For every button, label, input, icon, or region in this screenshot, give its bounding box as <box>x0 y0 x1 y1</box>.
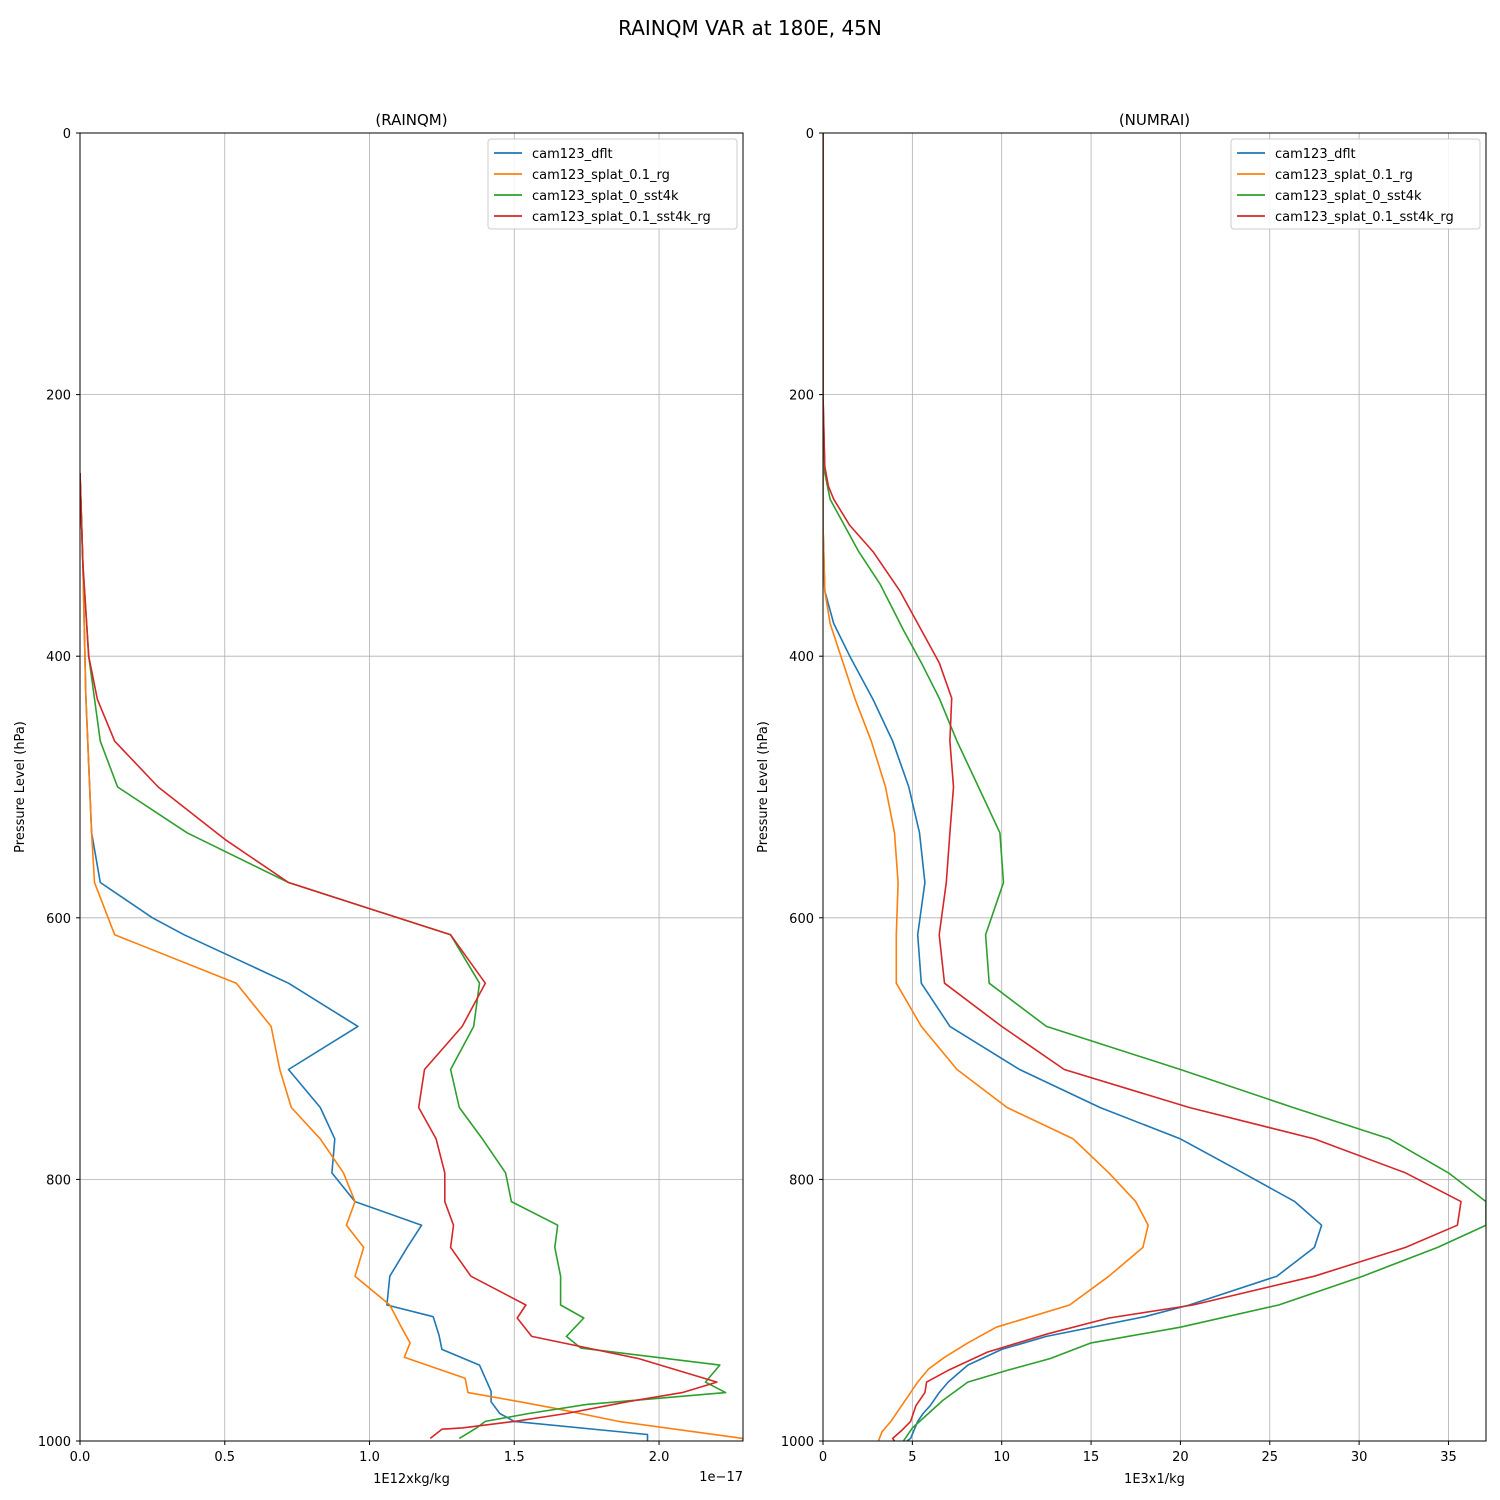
series-line-cam123_splat_0.1_rg <box>823 133 1149 1441</box>
y-tick-label: 1000 <box>781 1435 814 1450</box>
series-line-cam123_splat_0_sst4k <box>80 473 727 1440</box>
legend-label: cam123_splat_0.1_rg <box>532 168 670 183</box>
axes-frame <box>822 132 1487 1442</box>
legend-label: cam123_splat_0.1_sst4k_rg <box>1275 210 1454 225</box>
y-tick-label: 400 <box>789 650 814 665</box>
x-tick-label: 5 <box>908 1450 916 1465</box>
y-tick-label: 800 <box>46 1173 71 1188</box>
x-tick-label: 0 <box>819 1450 827 1465</box>
x-axis-label: 1E12xkg/kg <box>373 1472 450 1487</box>
series-group <box>80 473 743 1441</box>
series-line-cam123_splat_0_sst4k <box>823 133 1486 1441</box>
subplot-1: 0.0 0.5 1.0 1.5 2.0 0 200 400 600 800 1000 (RAINQM)… <box>13 111 744 1487</box>
series-line-cam123_splat_0.1_sst4k_rg <box>80 473 718 1440</box>
x-tick-label: 25 <box>1261 1450 1278 1465</box>
x-tick-label: 30 <box>1351 1450 1368 1465</box>
legend: cam123_dflt cam123_splat_0.1_rg cam123_spl… <box>1230 138 1481 230</box>
y-tick-label: 200 <box>789 389 814 404</box>
series-line-cam123_dflt <box>80 473 649 1441</box>
series-line-cam123_dflt <box>823 133 1323 1441</box>
y-tick-label: 0 <box>63 127 71 142</box>
x-tick-label: 10 <box>993 1450 1010 1465</box>
subplot-2: 0 5 10 15 20 25 30 35 0 200 400 600 800 1000 (NUMRAI) 1… <box>756 111 1487 1487</box>
subplot-title: (RAINQM) <box>375 111 447 129</box>
figure-title: RAINQM VAR at 180E, 45N <box>618 16 882 40</box>
legend-label: cam123_dflt <box>1275 147 1356 162</box>
x-tick-label: 15 <box>1083 1450 1100 1465</box>
series-line-cam123_splat_0.1_rg <box>80 473 743 1441</box>
grid-lines <box>822 132 1486 1442</box>
legend-label: cam123_dflt <box>532 147 613 162</box>
legend-box <box>1230 138 1481 230</box>
y-tick-label: 600 <box>789 912 814 927</box>
grid-lines <box>79 132 743 1442</box>
y-tick-label: 200 <box>46 389 71 404</box>
x-tick-label: 0.0 <box>70 1450 91 1465</box>
x-tick-label: 1.0 <box>359 1450 380 1465</box>
x-tick-label: 1.5 <box>504 1450 525 1465</box>
x-tick-label: 0.5 <box>214 1450 235 1465</box>
y-axis-label: Pressure Level (hPa) <box>756 721 771 853</box>
x-tick-label: 35 <box>1440 1450 1457 1465</box>
legend-label: cam123_splat_0_sst4k <box>1275 189 1422 204</box>
y-tick-label: 800 <box>789 1173 814 1188</box>
legend-label: cam123_splat_0.1_sst4k_rg <box>532 210 711 225</box>
series-line-cam123_splat_0.1_sst4k_rg <box>823 133 1462 1441</box>
subplot-title: (NUMRAI) <box>1119 111 1190 129</box>
x-tick-label: 2.0 <box>649 1450 670 1465</box>
y-tick-label: 1000 <box>38 1435 71 1450</box>
legend-label: cam123_splat_0.1_rg <box>1275 168 1413 183</box>
y-tick-label: 400 <box>46 650 71 665</box>
series-group <box>823 133 1486 1441</box>
x-offset-label: 1e−17 <box>699 1470 743 1485</box>
legend-box <box>487 138 738 230</box>
x-tick-label: 20 <box>1172 1450 1189 1465</box>
y-tick-label: 600 <box>46 912 71 927</box>
y-tick-label: 0 <box>806 127 814 142</box>
legend-label: cam123_splat_0_sst4k <box>532 189 679 204</box>
x-axis-label: 1E3x1/kg <box>1124 1472 1185 1487</box>
y-axis-label: Pressure Level (hPa) <box>13 721 28 853</box>
axes-frame <box>79 132 744 1442</box>
legend: cam123_dflt cam123_splat_0.1_rg cam123_spl… <box>487 138 738 230</box>
